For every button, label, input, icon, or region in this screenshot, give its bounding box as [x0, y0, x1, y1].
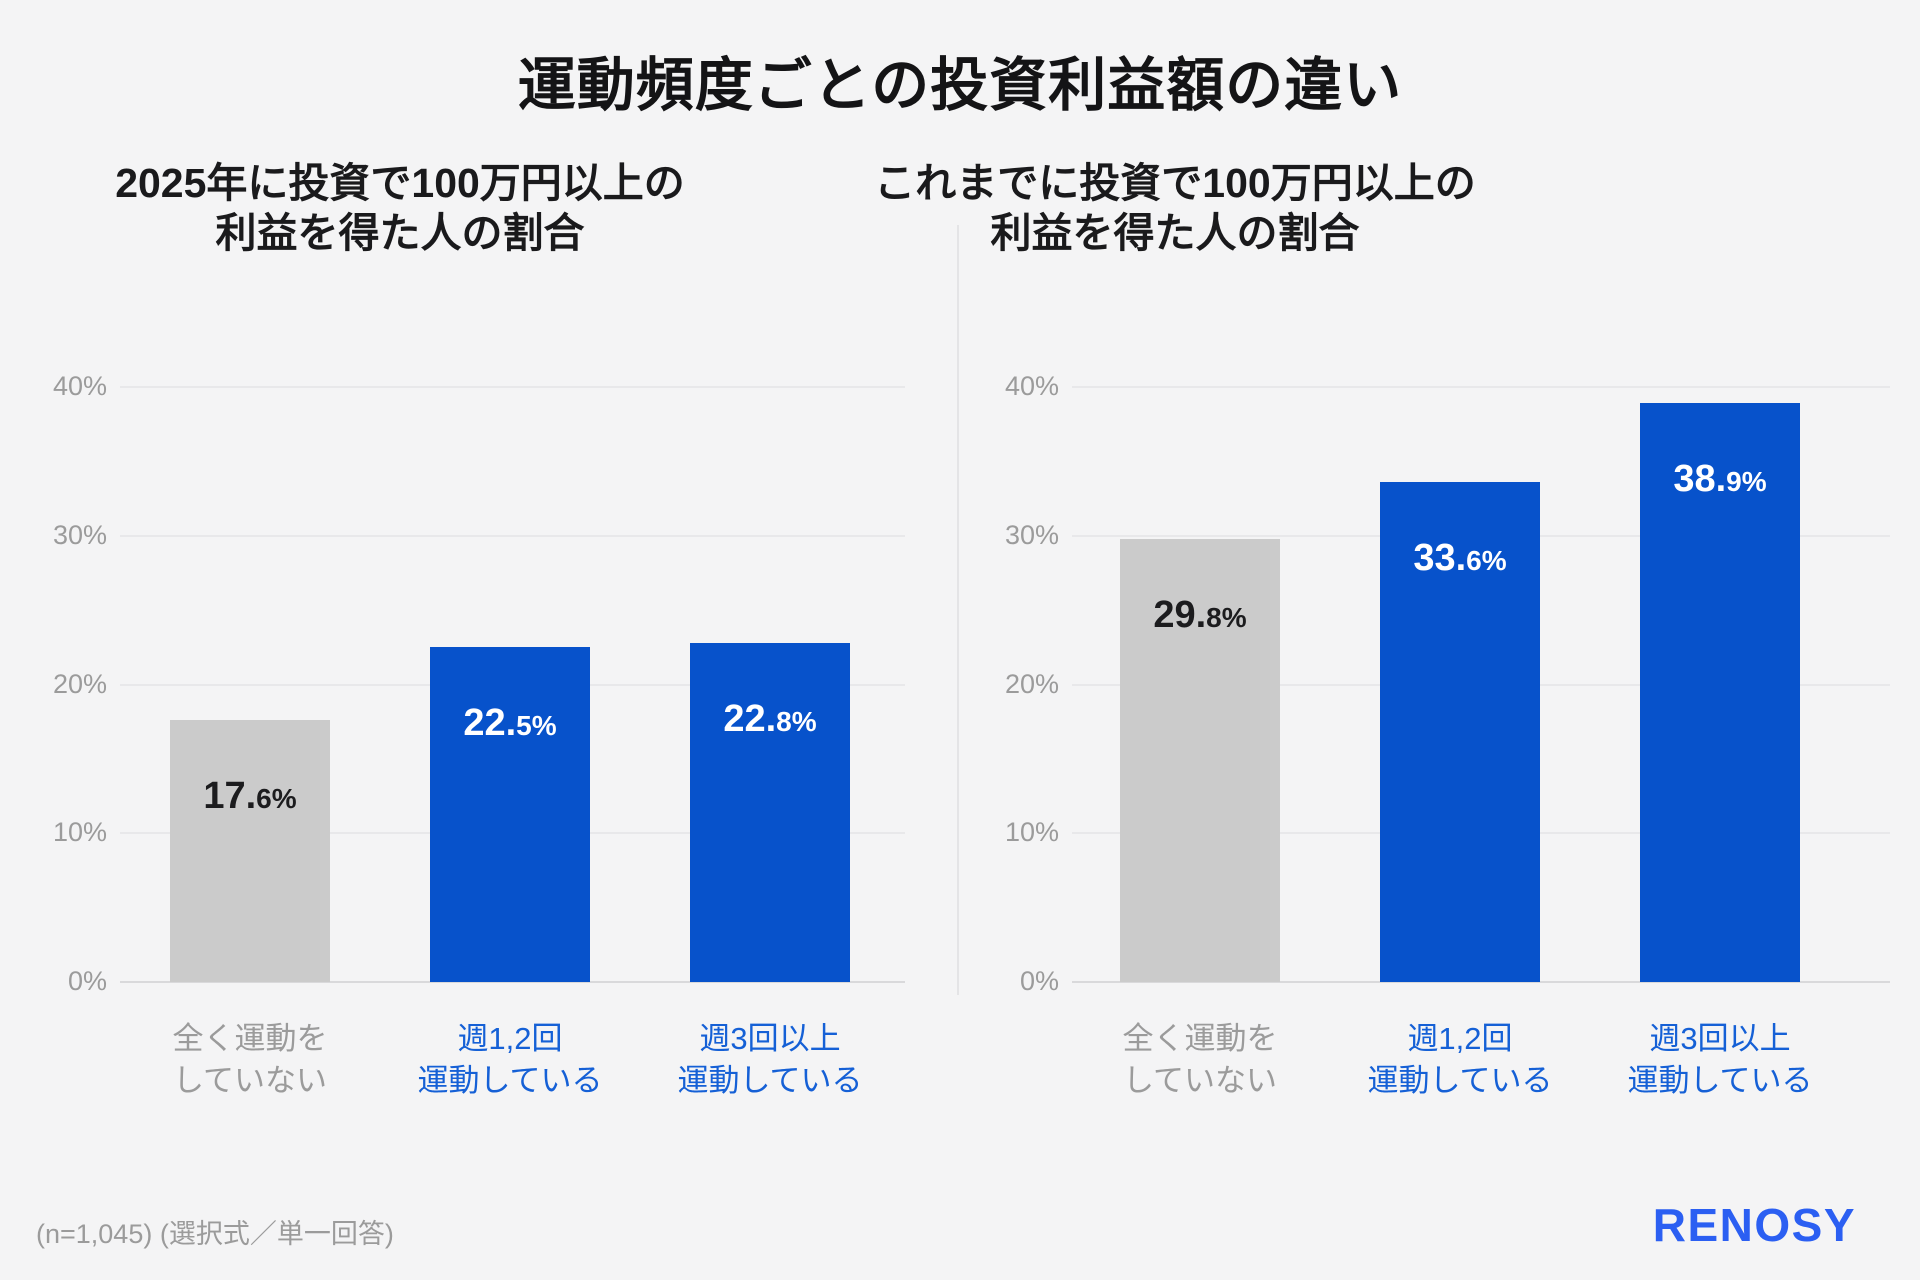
left-chart-title: 2025年に投資で100万円以上の 利益を得た人の割合 [0, 158, 800, 258]
gridline-40 [120, 386, 905, 388]
y-axis-tick-label: 10% [52, 817, 107, 848]
y-axis-tick-label: 0% [67, 966, 107, 996]
gridline-0 [1072, 981, 1890, 983]
bar-value-label: 38.9% [1673, 458, 1767, 501]
page-title: 運動頻度ごとの投資利益額の違い [517, 53, 1403, 118]
sample-size-note: (n=1,045) (選択式／単一回答) [36, 1219, 394, 1249]
gridline-30 [120, 534, 905, 537]
gridline-0 [120, 981, 905, 983]
category-label-line: 全く運動を [172, 1021, 328, 1056]
y-axis-tick-label: 40% [1004, 371, 1059, 401]
category-label: 全く運動をしていない [120, 1018, 380, 1102]
category-label-line: 運動している [677, 1063, 863, 1098]
category-label-line: 運動している [417, 1063, 603, 1098]
bar-value-label: 33.6% [1413, 537, 1507, 580]
left-chart-title-line1: 2025年に投資で100万円以上の [115, 160, 685, 206]
category-label-line: していない [1122, 1063, 1278, 1098]
renosy-logo: RENOSY [1652, 1199, 1856, 1251]
bar-value-label: 22.8% [723, 697, 817, 740]
right-bar-chart: 40% 30% 20% 10% 0% 29.8% 全く運動をしていない 33.6% 週1,2回運… [1005, 371, 1890, 1098]
bar-value-label: 22.5% [463, 702, 557, 745]
category-label: 全く運動をしていない [1070, 1018, 1330, 1102]
y-axis-tick-label: 0% [1019, 966, 1059, 996]
category-label-line: 運動している [1367, 1063, 1553, 1098]
right-chart-title: これまでに投資で100万円以上の 利益を得た人の割合 [775, 158, 1575, 258]
category-label: 週1,2回運動している [1330, 1018, 1590, 1102]
bar: 17.6% [170, 720, 330, 982]
left-bar-chart: 40% 30% 20% 10% 0% 17.6% 全く運動をしていない 22.5% 週1,2回運… [53, 371, 905, 1098]
category-label-line: 運動している [1627, 1063, 1813, 1098]
category-label-line: 週3回以上 [699, 1021, 841, 1056]
category-label-line: 週3回以上 [1649, 1021, 1791, 1056]
bar: 38.9% [1640, 403, 1800, 982]
y-axis-tick-label: 20% [1004, 668, 1059, 699]
bar: 22.8% [690, 642, 850, 982]
category-label: 週1,2回運動している [380, 1018, 640, 1102]
y-axis-tick-label: 30% [1004, 519, 1059, 550]
category-label: 週3回以上運動している [1590, 1018, 1850, 1102]
bar-value-label: 17.6% [203, 775, 297, 818]
y-axis-tick-label: 20% [52, 668, 107, 699]
category-label-line: 全く運動を [1122, 1021, 1278, 1056]
right-chart-title-line1: これまでに投資で100万円以上の [874, 160, 1476, 206]
bar: 22.5% [430, 647, 590, 982]
bar-value-label: 29.8% [1153, 593, 1247, 636]
left-chart-title-line2: 利益を得た人の割合 [215, 210, 585, 256]
category-label-line: していない [172, 1063, 328, 1098]
bar: 29.8% [1120, 538, 1280, 982]
y-axis-tick-label: 30% [52, 519, 107, 550]
category-label-line: 週1,2回 [457, 1021, 563, 1056]
category-label-line: 週1,2回 [1407, 1021, 1513, 1056]
gridline-40 [1072, 386, 1890, 388]
category-label: 週3回以上運動している [640, 1018, 900, 1102]
bar: 33.6% [1380, 482, 1540, 982]
y-axis-tick-label: 10% [1004, 817, 1059, 848]
panel-divider [957, 225, 959, 995]
y-axis-tick-label: 40% [52, 371, 107, 401]
right-chart-title-line2: 利益を得た人の割合 [990, 210, 1360, 256]
